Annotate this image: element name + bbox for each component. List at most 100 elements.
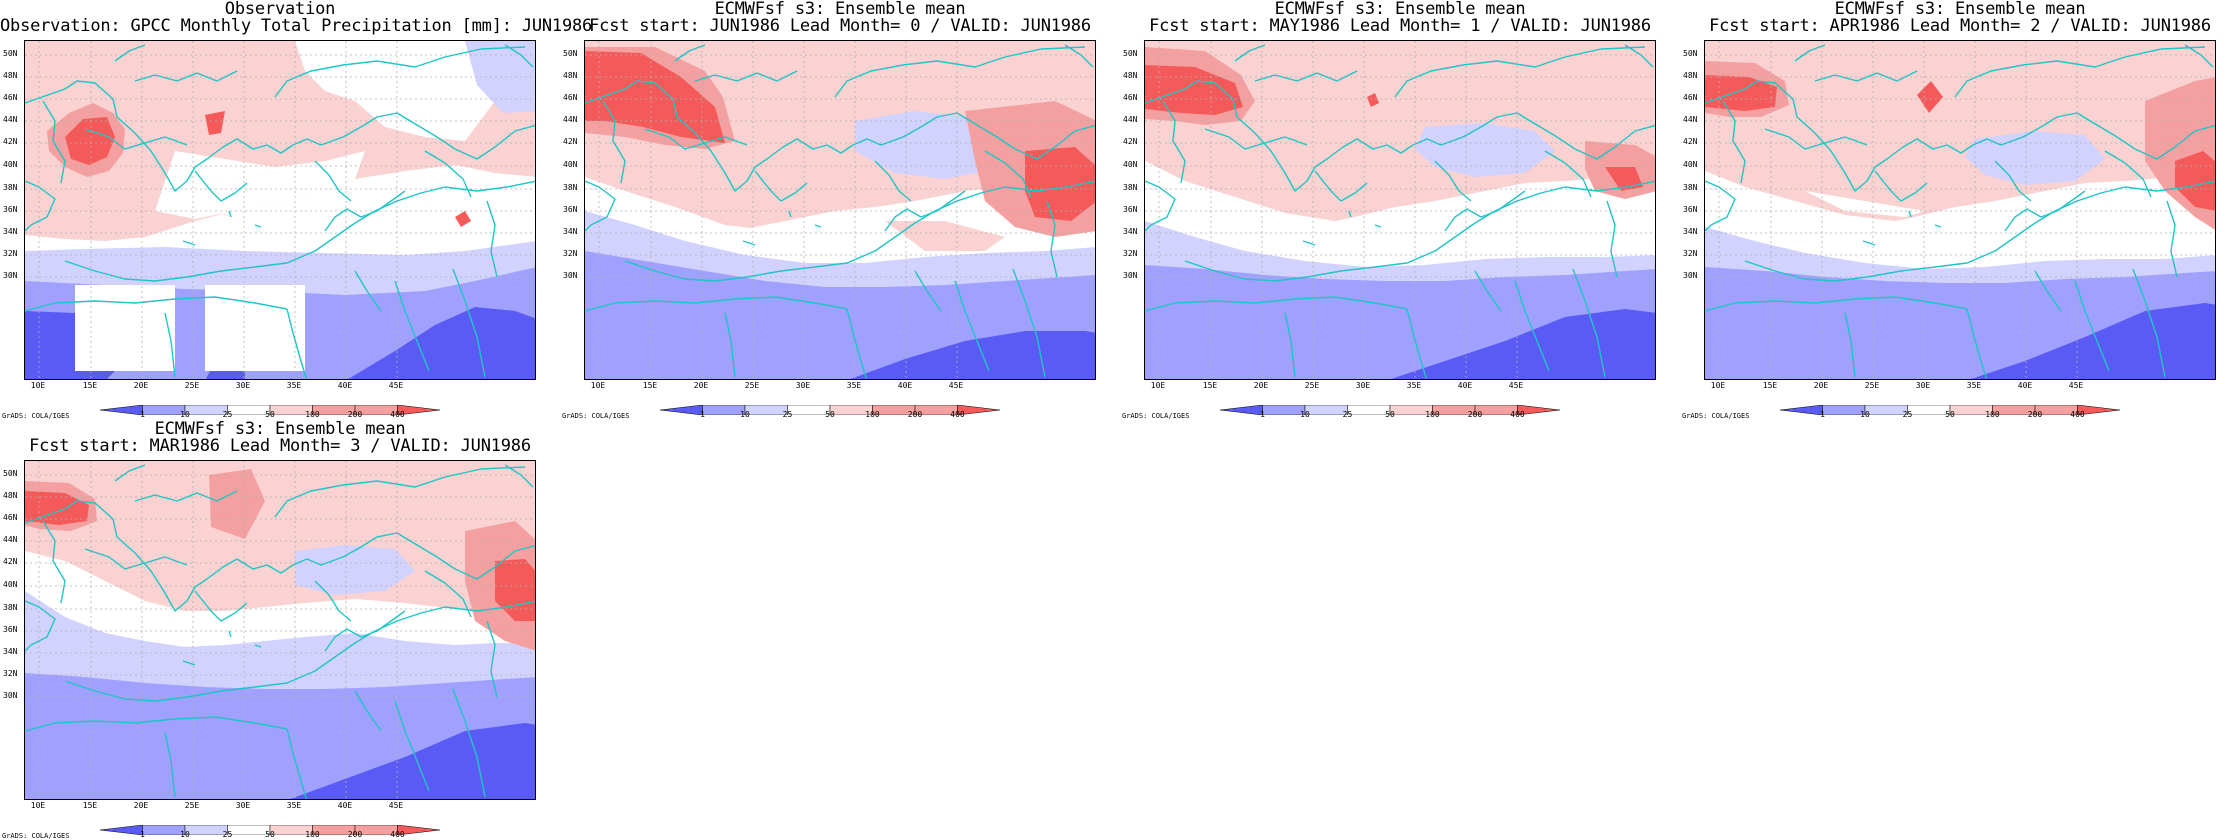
panel-title-line1: Observation xyxy=(224,0,336,19)
coastline xyxy=(1514,280,1550,372)
coastline xyxy=(228,210,232,218)
panel-title-line1: ECMWFsf s3: Ensemble mean xyxy=(154,419,406,439)
panel-title-line1: ECMWFsf s3: Ensemble mean xyxy=(1274,0,1526,19)
precipitation-map xyxy=(1705,41,2215,379)
coastline xyxy=(134,70,238,82)
colorbar-segment xyxy=(99,824,143,836)
coastline xyxy=(1544,150,1592,198)
precip-shade-region xyxy=(205,285,305,371)
coastline xyxy=(1624,44,1654,68)
coastline xyxy=(2132,268,2166,378)
coastline xyxy=(1145,80,1655,192)
colorbar-segment xyxy=(1304,404,1348,416)
colorbar-level-label: 50 xyxy=(1385,410,1395,419)
coastline xyxy=(2104,150,2152,198)
colorbar xyxy=(1219,400,1561,416)
colorbar-graphic xyxy=(1219,404,1561,416)
colorbar-level-label: 400 xyxy=(2070,410,2085,419)
longitude-tick-label: 35E xyxy=(286,381,302,390)
precip-shade-region xyxy=(1391,309,1655,379)
colorbar-level-label: 400 xyxy=(1510,410,1525,419)
coastline xyxy=(164,312,176,378)
colorbar-segment xyxy=(142,404,186,416)
map-panel-lead-3: ECMWFsf s3: Ensemble mean Fcst start: MA… xyxy=(0,420,560,840)
map-frame xyxy=(584,40,1096,380)
colorbar-level-label: 400 xyxy=(950,410,965,419)
longitude-tick-label: 35E xyxy=(286,801,302,810)
longitude-tick-label: 30E xyxy=(795,381,811,390)
coastline xyxy=(1444,190,1526,232)
longitude-tick-label: 30E xyxy=(235,381,251,390)
coastline xyxy=(1406,308,1428,379)
coastline xyxy=(2004,190,2086,232)
coastline xyxy=(1764,128,1868,150)
colorbar-level-label: 25 xyxy=(782,410,793,419)
coastline xyxy=(1908,210,1912,218)
longitude-tick-label: 10E xyxy=(30,381,46,390)
colorbar-segment xyxy=(2077,404,2121,416)
coastline xyxy=(585,80,1095,192)
coastline xyxy=(1162,100,1186,184)
precipitation-map xyxy=(25,461,535,799)
coastline xyxy=(182,240,196,246)
latitude-tick-label: 42N xyxy=(1683,137,1698,146)
latitude-tick-label: 36N xyxy=(3,205,18,214)
coastline xyxy=(694,70,798,82)
latitude-tick-label: 46N xyxy=(1683,93,1698,102)
latitude-tick-label: 34N xyxy=(563,227,578,236)
colorbar-level-label: 1 xyxy=(1260,410,1265,419)
latitude-tick-label: 38N xyxy=(3,183,18,192)
coastline xyxy=(25,180,56,232)
longitude-tick-label: 10E xyxy=(1710,381,1726,390)
colorbar-segment xyxy=(1219,404,1263,416)
latitude-tick-label: 36N xyxy=(563,205,578,214)
precip-shade-region xyxy=(855,111,995,179)
longitude-tick-label: 40E xyxy=(897,381,913,390)
latitude-tick-label: 30N xyxy=(3,271,18,280)
colorbar-level-label: 50 xyxy=(265,830,275,839)
coastline xyxy=(254,224,262,228)
colorbar-level-label: 100 xyxy=(1985,410,2000,419)
coastline xyxy=(1705,296,1968,312)
latitude-tick-label: 30N xyxy=(1123,271,1138,280)
latitude-tick-label: 38N xyxy=(1123,183,1138,192)
latitude-tick-label: 32N xyxy=(3,249,18,258)
precip-shade-region xyxy=(25,591,535,707)
longitude-tick-label: 25E xyxy=(744,381,760,390)
latitude-tick-label: 34N xyxy=(1683,227,1698,236)
colorbar xyxy=(99,820,441,836)
coastline xyxy=(1606,200,1618,278)
coastline xyxy=(1254,70,1358,82)
grads-credit: GrADS: COLA/IGES xyxy=(2,412,70,420)
coastline xyxy=(1744,180,2215,282)
latitude-tick-label: 44N xyxy=(563,115,578,124)
latitude-tick-label: 44N xyxy=(1123,115,1138,124)
colorbar-level-label: 100 xyxy=(305,830,320,839)
precipitation-map xyxy=(25,41,535,379)
panel-title-line2: Observation: GPCC Monthly Total Precipit… xyxy=(0,16,593,36)
colorbar-segment xyxy=(397,404,441,416)
colorbar-level-label: 200 xyxy=(1467,410,1483,419)
latitude-tick-label: 50N xyxy=(1123,49,1138,58)
longitude-tick-label: 15E xyxy=(82,801,98,810)
longitude-tick-label: 25E xyxy=(184,801,200,810)
coastline xyxy=(884,190,966,232)
latitude-tick-label: 46N xyxy=(1123,93,1138,102)
coastline xyxy=(286,308,308,379)
coastline xyxy=(274,46,526,98)
precipitation-map xyxy=(1145,41,1655,379)
panel-title-line1: ECMWFsf s3: Ensemble mean xyxy=(1834,0,2086,19)
latitude-tick-label: 40N xyxy=(3,160,18,169)
coastline xyxy=(2034,270,2062,312)
colorbar-level-label: 10 xyxy=(1860,410,1870,419)
coastline xyxy=(1064,44,1094,68)
longitude-tick-label: 40E xyxy=(2017,381,2033,390)
coastline xyxy=(754,170,808,202)
colorbar-level-label: 1 xyxy=(140,830,145,839)
coastline xyxy=(486,200,498,278)
latitude-tick-label: 30N xyxy=(1683,271,1698,280)
coastline xyxy=(394,280,430,372)
precip-shade-region xyxy=(885,221,1005,251)
latitude-tick-label: 42N xyxy=(563,137,578,146)
latitude-tick-label: 32N xyxy=(1683,249,1698,258)
